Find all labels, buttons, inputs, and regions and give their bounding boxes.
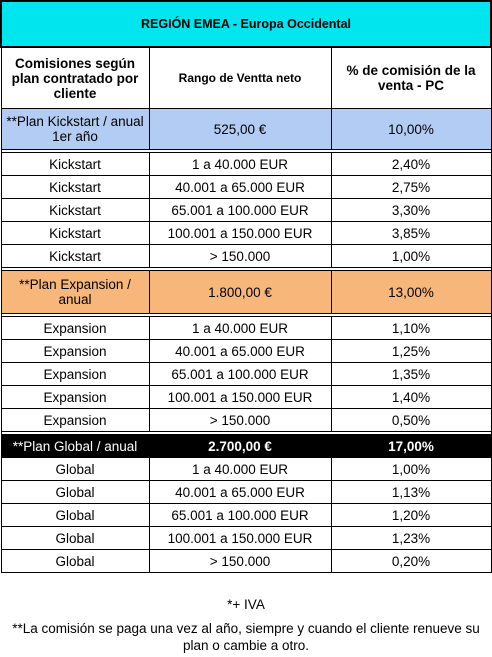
plan-row-expansion: **Plan Expansion / anual 1.800,00 € 13,0… <box>0 270 492 314</box>
header-percent: % de comisión de la venta - PC <box>330 46 492 109</box>
title-row: REGIÓN EMEA - Europa Occidental <box>0 0 492 48</box>
table-row: Kickstart 40.001 a 65.000 EUR 2,75% <box>0 175 492 199</box>
plan-name: **Plan Expansion / anual <box>0 270 150 314</box>
table-row: Kickstart 1 a 40.000 EUR 2,40% <box>0 152 492 176</box>
row-percent: 3,85% <box>330 221 492 245</box>
row-range: 1 a 40.000 EUR <box>148 457 332 481</box>
table-row: Kickstart > 150.000 1,00% <box>0 244 492 268</box>
row-percent: 1,40% <box>330 385 492 409</box>
row-percent: 1,23% <box>330 526 492 550</box>
table-row: Kickstart 65.001 a 100.000 EUR 3,30% <box>0 198 492 222</box>
header-range: Rango de Ventta neto <box>148 46 332 109</box>
table-row: Kickstart 100.001 a 150.000 EUR 3,85% <box>0 221 492 245</box>
row-percent: 1,25% <box>330 339 492 363</box>
row-plan: Global <box>0 457 150 481</box>
row-plan: Kickstart <box>0 221 150 245</box>
row-range: 65.001 a 100.000 EUR <box>148 198 332 222</box>
payment-note: **La comisión se paga una vez al año, si… <box>12 621 480 653</box>
table-row: Expansion 100.001 a 150.000 EUR 1,40% <box>0 385 492 409</box>
table-title: REGIÓN EMEA - Europa Occidental <box>0 0 492 48</box>
iva-note: *+ IVA <box>227 597 265 612</box>
header-row: Comisiones según plan contratado por cli… <box>0 46 492 109</box>
plan-percent: 17,00% <box>330 434 492 458</box>
plan-name: **Plan Global / anual <box>0 434 150 458</box>
plan-row-global: **Plan Global / anual 2.700,00 € 17,00% <box>0 434 492 458</box>
row-percent: 0,20% <box>330 549 492 573</box>
plan-price: 2.700,00 € <box>148 434 332 458</box>
row-plan: Expansion <box>0 385 150 409</box>
plan-price: 525,00 € <box>148 108 332 150</box>
row-plan: Kickstart <box>0 244 150 268</box>
table-row: Expansion > 150.000 0,50% <box>0 408 492 432</box>
footnotes: *+ IVA **La comisión se paga una vez al … <box>0 596 492 654</box>
plan-name: **Plan Kickstart / anual 1er año <box>0 108 150 150</box>
plan-percent: 13,00% <box>330 270 492 314</box>
row-plan: Kickstart <box>0 198 150 222</box>
row-range: 100.001 a 150.000 EUR <box>148 385 332 409</box>
row-range: 65.001 a 100.000 EUR <box>148 362 332 386</box>
row-plan: Expansion <box>0 339 150 363</box>
row-plan: Expansion <box>0 408 150 432</box>
row-plan: Kickstart <box>0 175 150 199</box>
row-range: 100.001 a 150.000 EUR <box>148 221 332 245</box>
row-percent: 1,00% <box>330 457 492 481</box>
header-plan: Comisiones según plan contratado por cli… <box>0 46 150 109</box>
row-range: 65.001 a 100.000 EUR <box>148 503 332 527</box>
table-row: Expansion 65.001 a 100.000 EUR 1,35% <box>0 362 492 386</box>
row-percent: 2,40% <box>330 152 492 176</box>
table-row: Global > 150.000 0,20% <box>0 549 492 573</box>
row-range: 1 a 40.000 EUR <box>148 152 332 176</box>
row-plan: Global <box>0 480 150 504</box>
table-row: Global 40.001 a 65.000 EUR 1,13% <box>0 480 492 504</box>
commission-table: REGIÓN EMEA - Europa Occidental Comision… <box>0 0 492 573</box>
row-percent: 2,75% <box>330 175 492 199</box>
row-plan: Global <box>0 526 150 550</box>
row-percent: 1,10% <box>330 316 492 340</box>
row-percent: 3,30% <box>330 198 492 222</box>
plan-price: 1.800,00 € <box>148 270 332 314</box>
plan-row-kickstart: **Plan Kickstart / anual 1er año 525,00 … <box>0 108 492 150</box>
row-plan: Global <box>0 549 150 573</box>
row-range: 1 a 40.000 EUR <box>148 316 332 340</box>
row-range: > 150.000 <box>148 549 332 573</box>
row-plan: Kickstart <box>0 152 150 176</box>
row-percent: 1,13% <box>330 480 492 504</box>
row-range: 100.001 a 150.000 EUR <box>148 526 332 550</box>
row-range: > 150.000 <box>148 244 332 268</box>
row-percent: 1,35% <box>330 362 492 386</box>
plan-percent: 10,00% <box>330 108 492 150</box>
table-row: Expansion 1 a 40.000 EUR 1,10% <box>0 316 492 340</box>
row-plan: Expansion <box>0 316 150 340</box>
row-percent: 1,00% <box>330 244 492 268</box>
table-row: Global 100.001 a 150.000 EUR 1,23% <box>0 526 492 550</box>
row-plan: Expansion <box>0 362 150 386</box>
row-range: 40.001 a 65.000 EUR <box>148 339 332 363</box>
row-range: 40.001 a 65.000 EUR <box>148 480 332 504</box>
row-range: > 150.000 <box>148 408 332 432</box>
row-range: 40.001 a 65.000 EUR <box>148 175 332 199</box>
row-percent: 0,50% <box>330 408 492 432</box>
table-row: Expansion 40.001 a 65.000 EUR 1,25% <box>0 339 492 363</box>
row-percent: 1,20% <box>330 503 492 527</box>
table-row: Global 1 a 40.000 EUR 1,00% <box>0 457 492 481</box>
row-plan: Global <box>0 503 150 527</box>
table-row: Global 65.001 a 100.000 EUR 1,20% <box>0 503 492 527</box>
